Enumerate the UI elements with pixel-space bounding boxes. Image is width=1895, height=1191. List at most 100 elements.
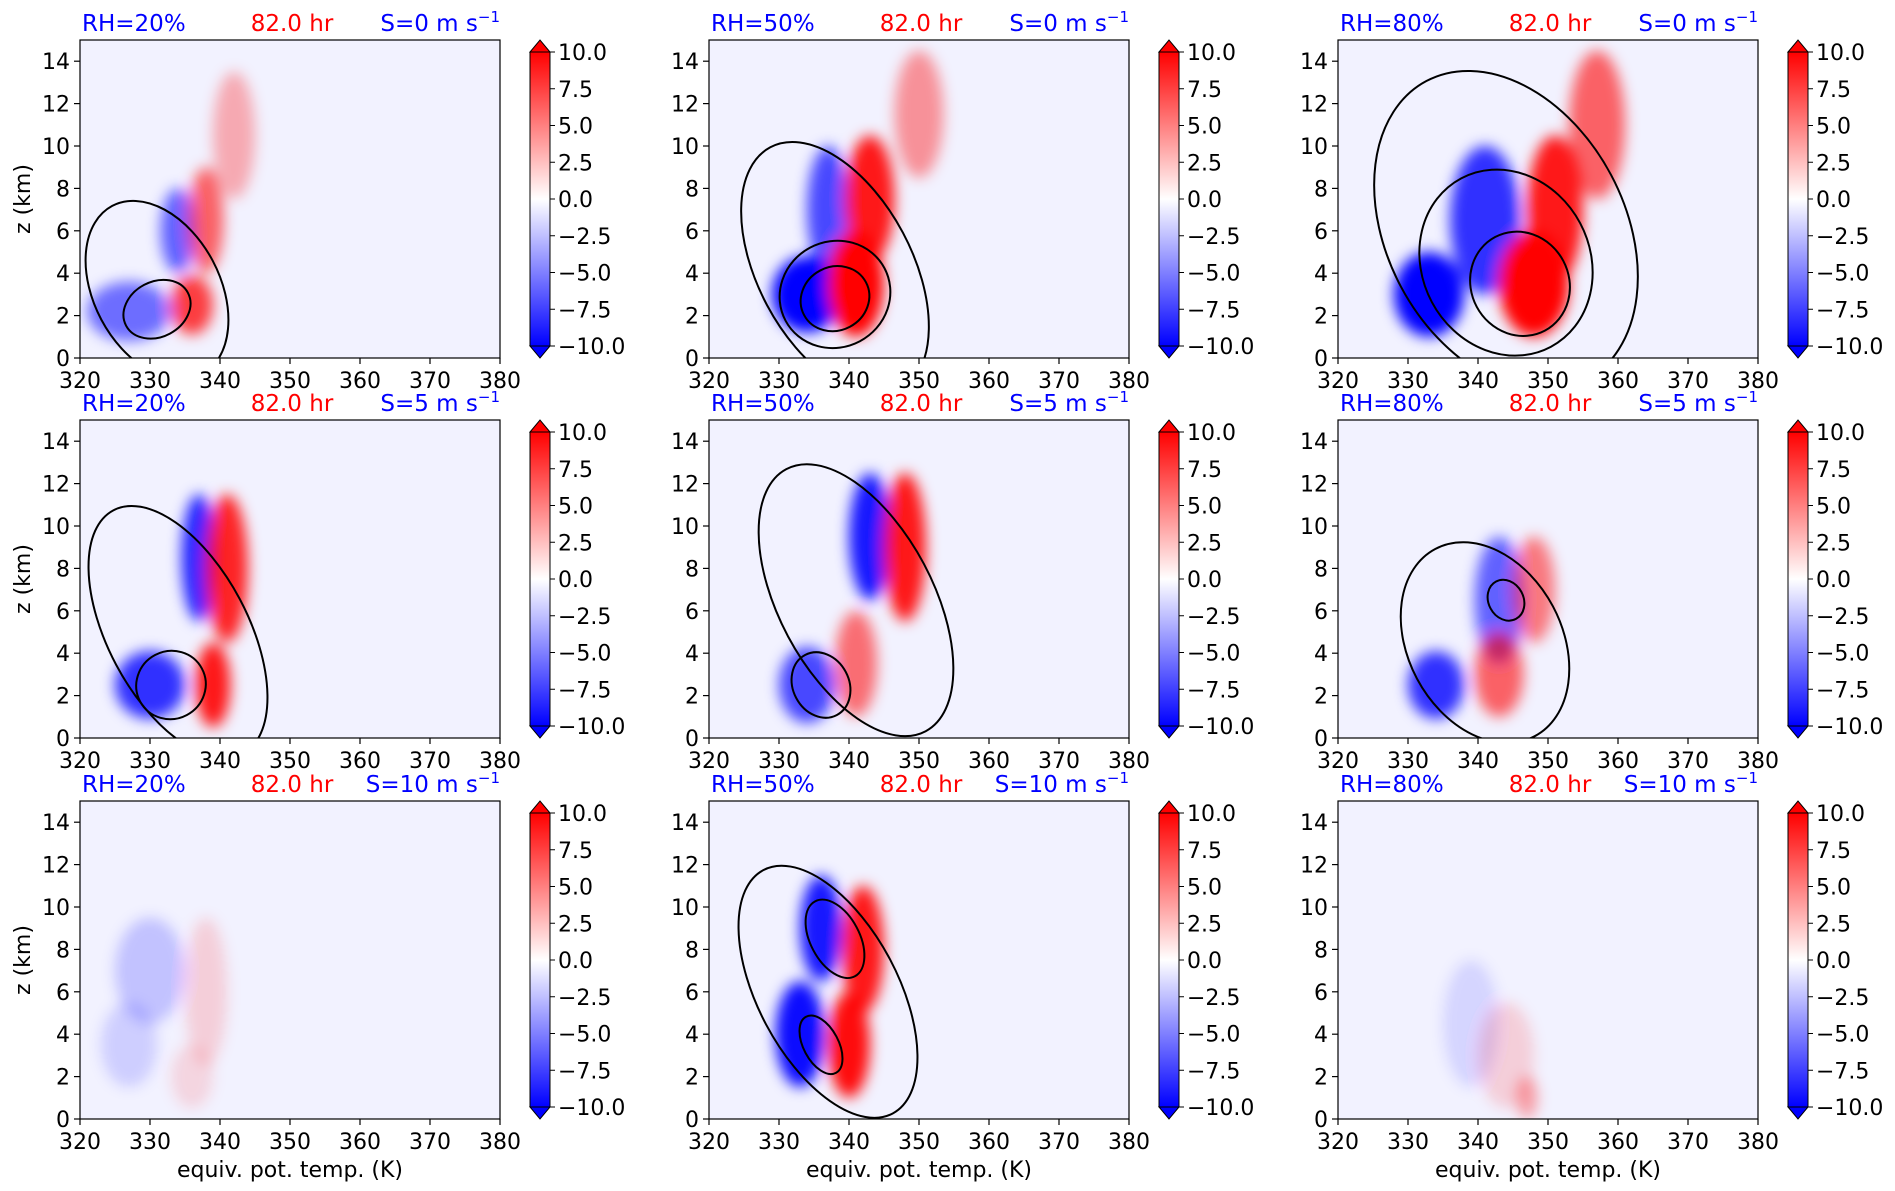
colorbar-tick-label: −2.5 <box>1816 225 1869 250</box>
y-tick-label: 12 <box>671 473 699 498</box>
y-tick-label: 6 <box>685 981 699 1006</box>
x-tick-label: 370 <box>1667 369 1709 394</box>
colorbar-tick-label: 2.5 <box>1816 151 1851 176</box>
contour-lines <box>737 864 919 1119</box>
colorbar-tick-label: 0.0 <box>1187 949 1222 974</box>
y-tick-label: 0 <box>1314 347 1328 372</box>
time-title: 82.0 hr <box>251 11 334 37</box>
shear-title: S=5 m s−1 <box>380 388 500 417</box>
colorbar-tick-label: 2.5 <box>558 912 593 937</box>
y-tick-label: 10 <box>1300 515 1328 540</box>
y-tick-label: 4 <box>1314 262 1328 287</box>
x-axis-label: equiv. pot. temp. (K) <box>806 1158 1032 1183</box>
colorbar-tick-label: 7.5 <box>1187 839 1222 864</box>
contour-line <box>122 278 192 340</box>
positive-anomaly <box>835 610 877 717</box>
y-tick-label: 14 <box>1300 811 1328 836</box>
y-tick-label: 8 <box>685 557 699 582</box>
colorbar-tick-label: −10.0 <box>1187 1096 1254 1121</box>
positive-anomaly <box>842 885 884 1014</box>
filled-contours <box>1408 536 1555 719</box>
colorbar-extend-max <box>1157 39 1181 53</box>
colorbar-tick-label: 0.0 <box>1816 568 1851 593</box>
filled-contours <box>779 472 926 724</box>
x-tick-label: 370 <box>1667 749 1709 774</box>
contour-line <box>740 141 930 358</box>
colorbar-tick-label: 7.5 <box>1816 458 1851 483</box>
contour-line <box>757 463 955 738</box>
panel-1: 320 330 340 350 360 370 380 0 2 4 6 8 10 12 14 z (km) RH… <box>11 8 625 394</box>
panel-4: 320 330 340 350 360 370 380 0 2 4 6 8 10 12 14 z (km) RH… <box>11 388 625 774</box>
x-tick-label: 340 <box>828 1130 870 1155</box>
colorbar-extend-min <box>1157 725 1181 739</box>
panel-9: 320 330 340 350 360 370 380 0 2 4 6 8 10 12 14 equiv. p… <box>1300 769 1883 1183</box>
y-tick-label: 10 <box>1300 896 1328 921</box>
contour-line <box>1373 69 1639 358</box>
x-tick-label: 370 <box>409 749 451 774</box>
x-axis-label: equiv. pot. temp. (K) <box>1435 1158 1661 1183</box>
y-tick-label: 8 <box>1314 938 1328 963</box>
y-tick-label: 14 <box>671 430 699 455</box>
y-tick-label: 2 <box>1314 1066 1328 1091</box>
colorbar-tick-label: −2.5 <box>1816 605 1869 630</box>
y-tick-label: 4 <box>1314 642 1328 667</box>
colorbar-extend-min <box>528 345 552 359</box>
contour-lines <box>1399 541 1571 738</box>
x-tick-label: 380 <box>479 749 521 774</box>
y-tick-label: 0 <box>1314 1108 1328 1133</box>
negative-anomaly <box>1408 651 1464 719</box>
x-tick-label: 320 <box>688 1130 730 1155</box>
y-tick-label: 4 <box>56 1023 70 1048</box>
contour-line <box>1399 541 1571 738</box>
y-tick-label: 4 <box>685 262 699 287</box>
colorbar-tick-label: 0.0 <box>1187 188 1222 213</box>
colorbar-tick-label: −10.0 <box>558 1096 625 1121</box>
colorbar-body <box>1787 431 1809 727</box>
y-tick-label: 2 <box>685 1066 699 1091</box>
colorbar-extend-max <box>1786 39 1810 53</box>
positive-anomaly <box>171 275 213 335</box>
colorbar-tick-label: 2.5 <box>558 151 593 176</box>
rh-title: RH=50% <box>711 11 815 37</box>
colorbar-tick-label: −7.5 <box>558 298 611 323</box>
colorbar: 10.0 7.5 5.0 2.5 0.0 −2.5 −5.0 −7.5 −10.0 <box>1786 800 1883 1121</box>
colorbar-extend-min <box>1786 345 1810 359</box>
colorbar-tick-label: 0.0 <box>1816 949 1851 974</box>
y-axis-label: z (km) <box>11 925 36 995</box>
panel-grid: 320 330 340 350 360 370 380 0 2 4 6 8 10 12 14 z (km) RH… <box>11 8 1883 1183</box>
y-tick-label: 6 <box>1314 600 1328 625</box>
colorbar-tick-label: −2.5 <box>1816 986 1869 1011</box>
y-tick-label: 12 <box>671 93 699 118</box>
x-tick-label: 320 <box>59 369 101 394</box>
time-title: 82.0 hr <box>880 391 963 417</box>
time-title: 82.0 hr <box>251 772 334 798</box>
y-tick-label: 8 <box>685 938 699 963</box>
y-tick-label: 14 <box>42 811 70 836</box>
colorbar-extend-max <box>528 419 552 433</box>
panel-8: 320 330 340 350 360 370 380 0 2 4 6 8 10 12 14 equiv. p… <box>671 769 1254 1183</box>
colorbar-tick-label: 5.0 <box>1816 115 1851 140</box>
x-tick-label: 380 <box>1108 369 1150 394</box>
contour-line <box>84 199 230 358</box>
panel-3: 320 330 340 350 360 370 380 0 2 4 6 8 10 12 14 RH=80% 82… <box>1300 8 1883 394</box>
x-tick-label: 330 <box>758 749 800 774</box>
contour-line <box>135 649 207 721</box>
colorbar-tick-label: 0.0 <box>558 188 593 213</box>
colorbar-tick-label: 10.0 <box>1187 41 1236 66</box>
colorbar-tick-label: −7.5 <box>1187 1059 1240 1084</box>
y-tick-label: 4 <box>1314 1023 1328 1048</box>
x-tick-label: 360 <box>1597 1130 1639 1155</box>
x-tick-label: 340 <box>199 1130 241 1155</box>
contour-line <box>798 1014 844 1076</box>
contour-line <box>1486 578 1526 622</box>
contour-lines <box>84 199 230 358</box>
colorbar-tick-label: −10.0 <box>1816 335 1883 360</box>
shear-title: S=0 m s−1 <box>1009 8 1129 37</box>
negative-anomaly <box>160 188 196 274</box>
panel-5: 320 330 340 350 360 370 380 0 2 4 6 8 10 12 14 RH=50% 82… <box>671 388 1254 774</box>
shear-unit-exponent: −1 <box>478 769 500 787</box>
colorbar-tick-label: 5.0 <box>558 115 593 140</box>
negative-anomaly <box>779 646 835 724</box>
x-tick-label: 370 <box>1038 369 1080 394</box>
x-tick-label: 360 <box>1597 749 1639 774</box>
